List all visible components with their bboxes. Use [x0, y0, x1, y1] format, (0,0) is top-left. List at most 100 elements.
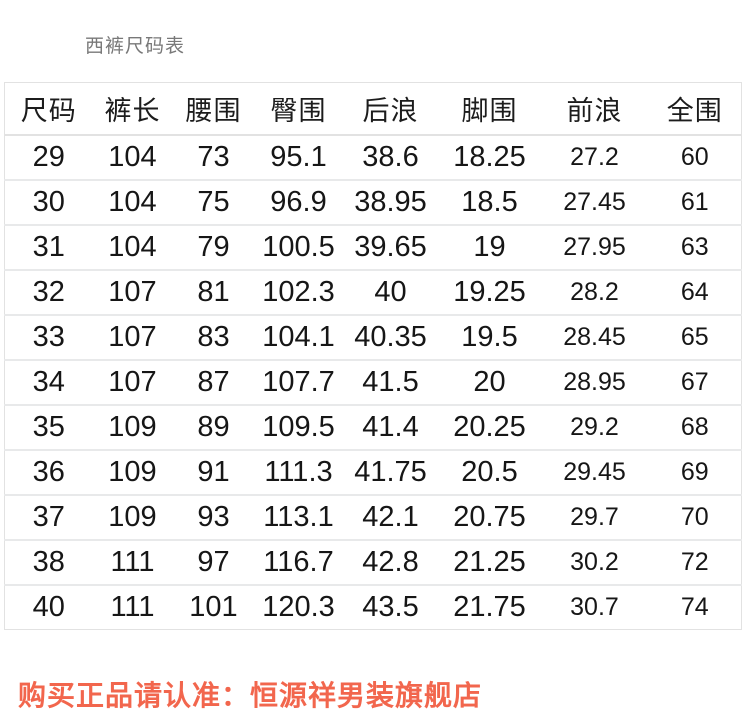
table-cell: 68 [680, 412, 709, 441]
table-cell: 95.1 [270, 140, 327, 173]
table-cell: 20 [473, 365, 506, 398]
table-row: 36 109 91 111.3 41.75 20.5 29.45 69 [4, 449, 742, 495]
table-cell: 20.5 [461, 455, 518, 488]
table-cell: 38.95 [354, 185, 427, 218]
column-header-1: 裤长 [104, 95, 161, 126]
table-cell: 29.2 [570, 412, 619, 441]
table-cell: 28.95 [563, 367, 626, 396]
table-cell: 73 [197, 140, 230, 173]
column-header-6: 前浪 [566, 95, 623, 126]
table-cell: 83 [197, 320, 230, 353]
table-row: 38 111 97 116.7 42.8 21.25 30.2 72 [4, 539, 742, 585]
table-cell: 63 [680, 232, 709, 261]
page-title: 西裤尺码表 [85, 36, 186, 57]
table-cell: 107 [108, 275, 157, 308]
table-cell: 27.45 [563, 187, 626, 216]
table-cell: 60 [680, 142, 709, 171]
table-cell: 79 [197, 230, 230, 263]
table-cell: 33 [32, 320, 65, 353]
table-cell: 89 [197, 410, 230, 443]
table-cell: 30.2 [570, 547, 619, 576]
table-cell: 43.5 [362, 590, 419, 623]
table-cell: 65 [680, 322, 709, 351]
table-cell: 102.3 [262, 275, 335, 308]
column-header-5: 脚围 [461, 95, 518, 126]
table-row: 30 104 75 96.9 38.95 18.5 27.45 61 [4, 179, 742, 225]
table-cell: 37 [32, 500, 65, 533]
table-cell: 35 [32, 410, 65, 443]
table-cell: 61 [680, 187, 709, 216]
table-cell: 29.7 [570, 502, 619, 531]
table-cell: 20.75 [453, 500, 526, 533]
table-cell: 27.2 [570, 142, 619, 171]
table-cell: 42.1 [362, 500, 419, 533]
table-cell: 101 [189, 590, 238, 623]
table-cell: 21.75 [453, 590, 526, 623]
size-chart-table: 尺码 裤长 腰围 臀围 后浪 脚围 前浪 全围 29 104 73 95.1 38.6 18.25 27.… [4, 82, 742, 630]
table-cell: 104 [108, 185, 157, 218]
table-cell: 104 [108, 140, 157, 173]
table-cell: 18.5 [461, 185, 518, 218]
table-cell: 113.1 [263, 500, 334, 533]
table-cell: 91 [197, 455, 230, 488]
table-cell: 41.4 [362, 410, 419, 443]
table-cell: 30.7 [570, 592, 619, 621]
table-cell: 104.1 [262, 320, 335, 353]
table-cell: 19.25 [453, 275, 526, 308]
table-cell: 93 [197, 500, 230, 533]
table-cell: 29 [32, 140, 65, 173]
table-cell: 87 [197, 365, 230, 398]
table-cell: 21.25 [453, 545, 526, 578]
table-cell: 41.5 [362, 365, 419, 398]
table-cell: 100.5 [262, 230, 335, 263]
column-header-0: 尺码 [20, 95, 77, 126]
table-cell: 40 [374, 275, 407, 308]
table-row: 34 107 87 107.7 41.5 20 28.95 67 [4, 359, 742, 405]
table-cell: 29.45 [563, 457, 626, 486]
table-row: 32 107 81 102.3 40 19.25 28.2 64 [4, 269, 742, 315]
table-cell: 107.7 [262, 365, 335, 398]
table-cell: 111 [110, 590, 155, 623]
table-cell: 31 [32, 230, 65, 263]
table-cell: 30 [32, 185, 65, 218]
table-cell: 28.2 [570, 277, 619, 306]
table-cell: 111.3 [264, 455, 333, 488]
table-cell: 75 [197, 185, 230, 218]
table-cell: 39.65 [354, 230, 427, 263]
table-row: 35 109 89 109.5 41.4 20.25 29.2 68 [4, 404, 742, 450]
table-cell: 32 [32, 275, 65, 308]
table-cell: 41.75 [354, 455, 427, 488]
column-header-4: 后浪 [362, 95, 419, 126]
table-cell: 28.45 [563, 322, 626, 351]
table-cell: 109 [108, 455, 157, 488]
table-cell: 107 [108, 365, 157, 398]
table-cell: 38 [32, 545, 65, 578]
store-notice: 购买正品请认准：恒源祥男装旗舰店 [18, 680, 483, 711]
size-table-header-row: 尺码 裤长 腰围 臀围 后浪 脚围 前浪 全围 [4, 83, 742, 135]
table-cell: 38.6 [362, 140, 419, 173]
table-cell: 109 [108, 500, 157, 533]
table-cell: 111 [110, 545, 155, 578]
table-cell: 69 [680, 457, 709, 486]
table-cell: 42.8 [362, 545, 419, 578]
table-cell: 40.35 [354, 320, 427, 353]
table-cell: 19 [473, 230, 506, 263]
table-cell: 109.5 [262, 410, 335, 443]
table-cell: 120.3 [262, 590, 335, 623]
table-cell: 34 [32, 365, 65, 398]
table-cell: 18.25 [453, 140, 526, 173]
table-cell: 116.7 [263, 545, 334, 578]
table-row: 37 109 93 113.1 42.1 20.75 29.7 70 [4, 494, 742, 540]
table-cell: 67 [680, 367, 709, 396]
table-cell: 19.5 [461, 320, 518, 353]
table-cell: 27.95 [563, 232, 626, 261]
size-table-body: 29 104 73 95.1 38.6 18.25 27.2 60 30 104 75 96.9 38.… [4, 134, 742, 630]
table-row: 33 107 83 104.1 40.35 19.5 28.45 65 [4, 314, 742, 360]
table-row: 40 111 101 120.3 43.5 21.75 30.7 74 [4, 584, 742, 630]
table-cell: 74 [680, 592, 709, 621]
table-cell: 40 [32, 590, 65, 623]
table-row: 31 104 79 100.5 39.65 19 27.95 63 [4, 224, 742, 270]
table-cell: 96.9 [270, 185, 327, 218]
table-cell: 70 [680, 502, 709, 531]
table-cell: 107 [108, 320, 157, 353]
